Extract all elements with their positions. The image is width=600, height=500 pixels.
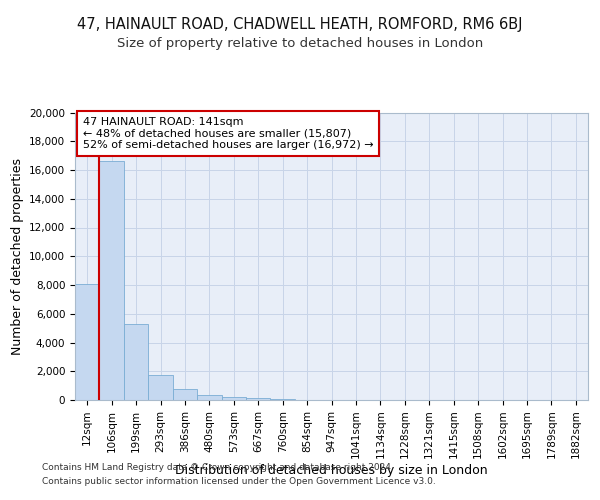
- Bar: [271, 399, 295, 400]
- Bar: [148, 375, 173, 400]
- Text: 47 HAINAULT ROAD: 141sqm
← 48% of detached houses are smaller (15,807)
52% of se: 47 HAINAULT ROAD: 141sqm ← 48% of detach…: [83, 117, 373, 150]
- Bar: [221, 397, 246, 400]
- Y-axis label: Number of detached properties: Number of detached properties: [11, 158, 23, 355]
- Bar: [173, 389, 197, 400]
- Text: Size of property relative to detached houses in London: Size of property relative to detached ho…: [117, 38, 483, 51]
- Bar: [246, 398, 271, 400]
- Bar: [100, 160, 124, 400]
- Bar: [197, 396, 221, 400]
- Bar: [124, 324, 148, 400]
- Bar: [75, 284, 100, 400]
- Text: Contains public sector information licensed under the Open Government Licence v3: Contains public sector information licen…: [42, 477, 436, 486]
- X-axis label: Distribution of detached houses by size in London: Distribution of detached houses by size …: [175, 464, 488, 477]
- Text: 47, HAINAULT ROAD, CHADWELL HEATH, ROMFORD, RM6 6BJ: 47, HAINAULT ROAD, CHADWELL HEATH, ROMFO…: [77, 18, 523, 32]
- Text: Contains HM Land Registry data © Crown copyright and database right 2024.: Contains HM Land Registry data © Crown c…: [42, 464, 394, 472]
